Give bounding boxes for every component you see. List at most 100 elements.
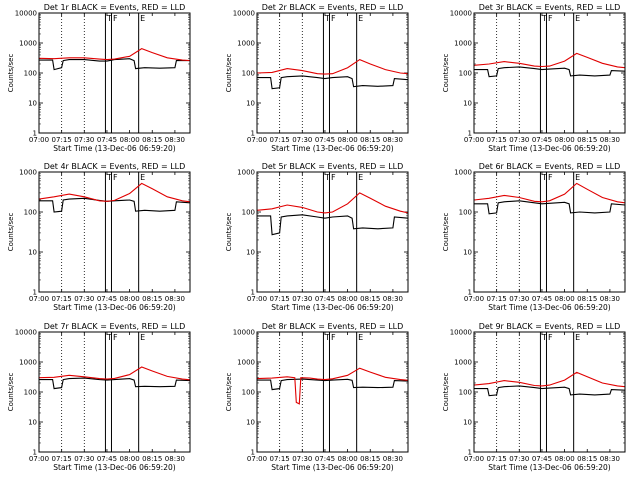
series-line-lld <box>473 182 626 204</box>
y-tick-label: 10000 <box>233 329 255 337</box>
marker-label: E <box>140 333 145 342</box>
x-axis-label: Start Time (13-Dec-06 06:59:20) <box>488 303 610 312</box>
x-tick-label: 08:00 <box>338 455 358 463</box>
x-tick-label: 07:30 <box>509 455 529 463</box>
x-tick-label: 07:00 <box>247 295 267 303</box>
x-tick-label: 08:30 <box>600 136 620 144</box>
marker-label: F <box>113 173 118 182</box>
marker-label: F <box>331 14 336 23</box>
marker-label: F <box>548 333 553 342</box>
marker-label: E <box>575 333 580 342</box>
series-line-lld <box>256 58 409 75</box>
plot-frame <box>473 12 626 134</box>
y-axis-label: Counts/sec <box>225 373 233 412</box>
x-tick-label: 07:15 <box>52 295 72 303</box>
chart-title: Det 1r BLACK = Events, RED = LLD <box>44 3 186 12</box>
series-line-events <box>257 378 409 391</box>
y-tick-label: 1 <box>33 130 37 138</box>
x-tick-label: 08:00 <box>338 295 358 303</box>
chart-title: Det 7r BLACK = Events, RED = LLD <box>44 322 186 331</box>
y-tick-label: 10 <box>28 100 37 108</box>
marker-label: T <box>324 14 330 23</box>
chart-title: Det 6r BLACK = Events, RED = LLD <box>479 162 621 171</box>
x-tick-label: 07:00 <box>464 295 484 303</box>
y-tick-label: 10 <box>463 419 472 427</box>
y-tick-label: 10000 <box>15 10 37 18</box>
plot-frame <box>38 331 191 453</box>
series-line-lld <box>38 182 191 203</box>
y-tick-label: 1000 <box>237 40 255 48</box>
x-tick-label: 07:30 <box>509 295 529 303</box>
y-axis-label: Counts/sec <box>442 373 450 412</box>
marker-label: E <box>358 173 363 182</box>
y-tick-label: 100 <box>242 389 255 397</box>
plot-frame <box>38 171 191 293</box>
marker-label: E <box>358 333 363 342</box>
chart-panel: Det 1r BLACK = Events, RED = LLD 07:00 07:… <box>7 3 191 153</box>
x-axis-label: Start Time (13-Dec-06 06:59:20) <box>271 303 393 312</box>
y-axis-label: Counts/sec <box>442 54 450 93</box>
y-tick-label: 1 <box>251 130 255 138</box>
x-tick-label: 07:15 <box>487 295 507 303</box>
chart-title: Det 4r BLACK = Events, RED = LLD <box>44 162 186 171</box>
x-tick-label: 08:30 <box>165 295 185 303</box>
x-tick-label: 07:15 <box>52 455 72 463</box>
y-tick-label: 1000 <box>237 359 255 367</box>
marker-label: E <box>575 173 580 182</box>
series-line-events <box>39 377 191 390</box>
marker-label: T <box>324 173 330 182</box>
x-tick-label: 08:30 <box>600 295 620 303</box>
series-line-lld <box>256 192 409 214</box>
y-tick-label: 1000 <box>454 169 472 177</box>
marker-label: F <box>113 333 118 342</box>
y-tick-label: 1000 <box>454 40 472 48</box>
y-tick-label: 10 <box>28 419 37 427</box>
y-tick-label: 10 <box>463 100 472 108</box>
y-tick-label: 10000 <box>15 329 37 337</box>
series-line-lld <box>473 371 626 388</box>
x-tick-label: 07:00 <box>464 455 484 463</box>
x-axis-label: Start Time (13-Dec-06 06:59:20) <box>271 463 393 472</box>
x-tick-label: 08:00 <box>338 136 358 144</box>
marker-label: F <box>331 333 336 342</box>
y-tick-label: 1000 <box>454 359 472 367</box>
x-tick-label: 08:15 <box>142 455 162 463</box>
marker-label: T <box>324 333 330 342</box>
x-tick-label: 07:30 <box>292 136 312 144</box>
y-tick-label: 100 <box>459 70 472 78</box>
x-axis-label: Start Time (13-Dec-06 06:59:20) <box>53 144 175 153</box>
x-tick-label: 08:15 <box>360 136 380 144</box>
x-tick-label: 07:15 <box>270 136 290 144</box>
series-line-lld <box>38 366 191 381</box>
x-tick-label: 08:15 <box>577 295 597 303</box>
x-tick-label: 07:45 <box>97 136 117 144</box>
x-tick-label: 08:30 <box>383 136 403 144</box>
y-tick-label: 1000 <box>19 169 37 177</box>
y-tick-label: 10 <box>463 249 472 257</box>
plot-frame <box>473 331 626 453</box>
x-tick-label: 07:00 <box>29 455 49 463</box>
marker-label: T <box>106 333 112 342</box>
y-tick-label: 10 <box>246 249 255 257</box>
x-tick-label: 07:15 <box>270 295 290 303</box>
series-line-events <box>474 66 626 78</box>
y-axis-label: Counts/sec <box>7 373 15 412</box>
marker-label: E <box>140 14 145 23</box>
y-tick-label: 100 <box>459 209 472 217</box>
series-line-events <box>474 200 626 215</box>
marker-label: F <box>548 173 553 182</box>
x-tick-label: 08:30 <box>383 455 403 463</box>
series-line-lld <box>38 47 191 62</box>
marker-label: T <box>541 14 547 23</box>
series-line-events <box>257 214 409 236</box>
x-tick-label: 07:00 <box>29 136 49 144</box>
x-tick-label: 08:30 <box>165 455 185 463</box>
x-tick-label: 07:45 <box>315 455 335 463</box>
x-tick-label: 07:45 <box>532 136 552 144</box>
x-tick-label: 07:00 <box>247 136 267 144</box>
series-line-lld <box>256 367 409 405</box>
y-tick-label: 10000 <box>450 329 472 337</box>
marker-label: E <box>358 14 363 23</box>
